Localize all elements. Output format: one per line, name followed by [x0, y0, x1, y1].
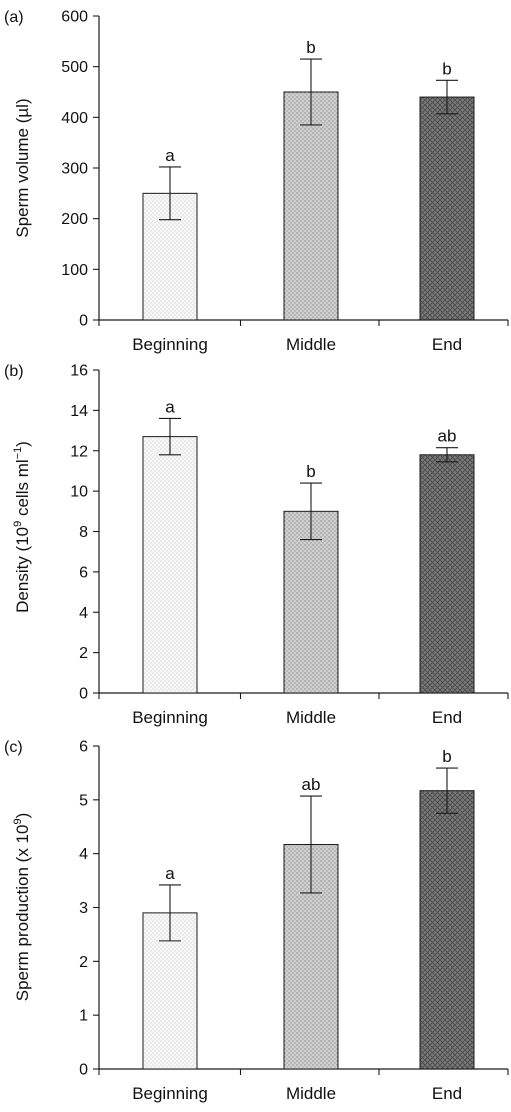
- category-label: End: [432, 1084, 462, 1103]
- bar-end: [419, 790, 475, 1070]
- significance-letter: b: [306, 38, 315, 57]
- y-tick-label: 3: [79, 900, 88, 917]
- categories-c: Beginning Middle End: [98, 1069, 509, 1103]
- category-label: Middle: [286, 1084, 336, 1103]
- y-tick-label: 1: [79, 1008, 88, 1025]
- category-label: Beginning: [132, 335, 208, 354]
- bar-end: [419, 454, 475, 694]
- categories-b: Beginning Middle End: [98, 693, 509, 727]
- y-tick-label: 6: [79, 564, 88, 581]
- panel-label-c: (c): [4, 739, 23, 756]
- y-tick-label: 12: [70, 443, 88, 460]
- significance-letter: ab: [302, 775, 321, 794]
- bar-end: [419, 96, 475, 321]
- y-axis-label-b: Density (109 cells ml−1): [12, 441, 32, 613]
- bar-beginning: [142, 912, 198, 1070]
- bars-a: a b b: [142, 38, 475, 321]
- significance-letter: a: [165, 146, 175, 165]
- category-label: Middle: [286, 335, 336, 354]
- ticks-c: 0 1 2 3 4 5 6: [79, 739, 99, 1079]
- y-tick-label: 0: [79, 1062, 88, 1079]
- y-tick-label: 8: [79, 524, 88, 541]
- y-tick-label: 0: [79, 686, 88, 703]
- category-label: End: [432, 335, 462, 354]
- significance-letter: b: [442, 747, 451, 766]
- categories-a: Beginning Middle End: [98, 320, 509, 354]
- y-tick-label: 5: [79, 792, 88, 809]
- category-label: End: [432, 708, 462, 727]
- y-axis-label-a: Sperm volume (µl): [13, 98, 32, 237]
- y-tick-label: 14: [70, 403, 88, 420]
- y-tick-label: 600: [61, 9, 88, 26]
- y-tick-label: 16: [70, 363, 88, 380]
- y-tick-label: 4: [79, 605, 88, 622]
- category-label: Beginning: [132, 1084, 208, 1103]
- y-tick-label: 10: [70, 484, 88, 501]
- ticks-b: 0 2 4 6 8 10 12 14 16: [70, 363, 99, 703]
- significance-letter: a: [165, 864, 175, 883]
- y-tick-label: 0: [79, 313, 88, 330]
- y-tick-label: 6: [79, 739, 88, 756]
- bars-c: a ab b: [142, 747, 475, 1070]
- y-tick-label: 400: [61, 110, 88, 127]
- panel-label-a: (a): [4, 9, 24, 26]
- y-tick-label: 200: [61, 211, 88, 228]
- bar-middle: [283, 510, 339, 694]
- y-tick-label: 4: [79, 846, 88, 863]
- y-tick-label: 300: [61, 161, 88, 178]
- significance-letter: ab: [438, 427, 457, 446]
- significance-letter: b: [442, 59, 451, 78]
- panel-c: (c) Sperm production (x 109) a ab b 0 1 2 3 4 5…: [4, 739, 509, 1103]
- panel-a: (a) Sperm volume (µl) a b b 0 100 200 300 400 5…: [4, 9, 509, 354]
- bar-middle: [283, 91, 339, 321]
- y-tick-label: 2: [79, 645, 88, 662]
- significance-letter: a: [165, 397, 175, 416]
- y-axis-label-c: Sperm production (x 109): [12, 813, 32, 1002]
- y-tick-label: 2: [79, 954, 88, 971]
- ticks-a: 0 100 200 300 400 500 600: [61, 9, 99, 330]
- category-label: Middle: [286, 708, 336, 727]
- y-tick-label: 100: [61, 262, 88, 279]
- significance-letter: b: [306, 462, 315, 481]
- panel-label-b: (b): [4, 363, 24, 380]
- bar-beginning: [142, 436, 198, 694]
- category-label: Beginning: [132, 708, 208, 727]
- y-tick-label: 500: [61, 59, 88, 76]
